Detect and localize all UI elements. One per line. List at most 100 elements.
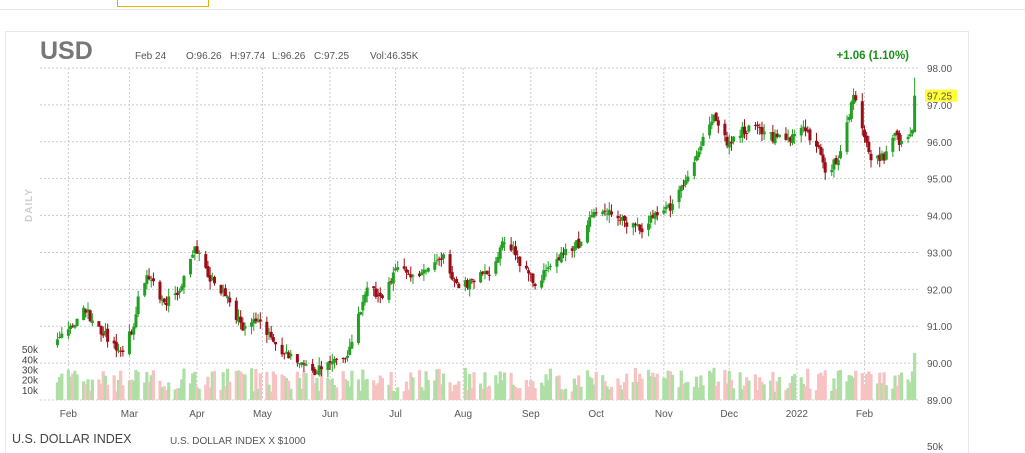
volume-bar	[193, 371, 197, 400]
candle-body	[295, 354, 299, 363]
volume-bar	[773, 391, 777, 400]
volume-bar	[243, 374, 247, 400]
candle-body	[452, 280, 456, 282]
volume-bar	[345, 380, 350, 400]
candle-body	[729, 142, 733, 144]
candle-body	[404, 269, 408, 273]
volume-bar	[838, 369, 843, 400]
volume-bar	[326, 377, 330, 400]
candle-body	[753, 124, 757, 126]
candle-body	[167, 296, 171, 306]
candle-body	[727, 141, 731, 148]
active-toolbar-tab[interactable]	[117, 0, 209, 7]
volume-bar	[470, 388, 474, 400]
volume-bar	[524, 379, 528, 400]
volume-bar	[686, 381, 690, 400]
volume-bar	[145, 372, 149, 400]
volume-bar	[681, 384, 686, 400]
price-tick-label: 98.00	[927, 64, 952, 75]
candle-body	[651, 214, 655, 218]
candle-body	[784, 133, 788, 140]
volume-bar	[376, 383, 380, 400]
candle-body	[182, 276, 186, 288]
candle-body	[533, 283, 537, 286]
candle-body	[160, 299, 164, 301]
volume-bar	[151, 370, 156, 400]
candle-body	[58, 337, 62, 339]
volume-bar	[729, 379, 734, 400]
candle-body	[575, 240, 579, 249]
candle-body	[420, 272, 424, 276]
candle-body	[356, 313, 360, 343]
candle-body	[485, 270, 489, 275]
chart-symbol: USD	[40, 37, 93, 65]
candle-body	[212, 276, 216, 284]
volume-bar	[317, 391, 321, 400]
volume-bar	[592, 384, 596, 400]
candle-body	[193, 246, 197, 254]
candle-body	[487, 274, 491, 276]
candle-body	[814, 140, 818, 147]
bar-high: H:97.74	[230, 51, 265, 62]
volume-bar	[559, 389, 563, 400]
interval-label: DAILY	[24, 188, 35, 222]
candle-body	[865, 135, 869, 143]
volume-bar	[452, 384, 457, 400]
volume-bar	[433, 380, 437, 400]
volume-bar	[297, 377, 302, 400]
candle-body	[555, 259, 559, 267]
volume-bar	[478, 383, 483, 400]
volume-bar	[164, 390, 169, 400]
volume-bar	[160, 387, 164, 400]
candle-body	[714, 112, 718, 121]
volume-bar	[396, 387, 400, 400]
candle-body	[250, 322, 254, 327]
candle-body	[112, 340, 116, 344]
candle-body	[710, 121, 714, 126]
candle-body	[378, 292, 382, 297]
month-tick-label: Jul	[389, 409, 402, 420]
volume-bar	[422, 390, 426, 400]
volume-bar	[289, 388, 293, 400]
volume-bar	[607, 389, 611, 400]
candle-body	[457, 283, 461, 289]
volume-bar	[790, 375, 795, 400]
candle-body	[895, 130, 899, 135]
candle-body	[819, 147, 823, 155]
candle-body	[136, 296, 140, 315]
candle-body	[638, 224, 642, 231]
candle-body	[633, 223, 637, 226]
volume-bar	[158, 380, 162, 400]
candle-body	[311, 363, 315, 371]
volume-bar	[365, 378, 369, 400]
volume-bar	[747, 380, 751, 400]
candle-body	[90, 320, 94, 323]
volume-bar	[564, 388, 568, 400]
month-tick-label: Dec	[720, 409, 738, 420]
volume-bar	[653, 377, 657, 400]
volume-bar	[90, 379, 94, 400]
candle-body	[450, 272, 454, 280]
volume-bar	[697, 387, 701, 400]
volume-bar	[472, 372, 476, 400]
volume-bar	[219, 389, 223, 400]
volume-bar	[372, 380, 376, 400]
volume-bar	[655, 373, 659, 400]
volume-tick-label: 20k	[22, 376, 39, 387]
candle-body	[821, 154, 825, 163]
price-tick-label: 95.00	[927, 175, 952, 186]
volume-bar	[236, 370, 241, 400]
candle-body	[435, 260, 439, 262]
candle-body	[284, 351, 288, 353]
volume-bar	[834, 388, 838, 400]
candle-body	[396, 267, 400, 270]
candle-body	[897, 133, 901, 145]
volume-bar	[221, 372, 225, 400]
candle-body	[692, 162, 696, 177]
volume-bar	[640, 378, 644, 400]
volume-bar	[487, 385, 491, 400]
price-tick-label: 89.00	[927, 396, 952, 407]
candle-body	[439, 258, 443, 260]
volume-bar	[699, 375, 703, 400]
